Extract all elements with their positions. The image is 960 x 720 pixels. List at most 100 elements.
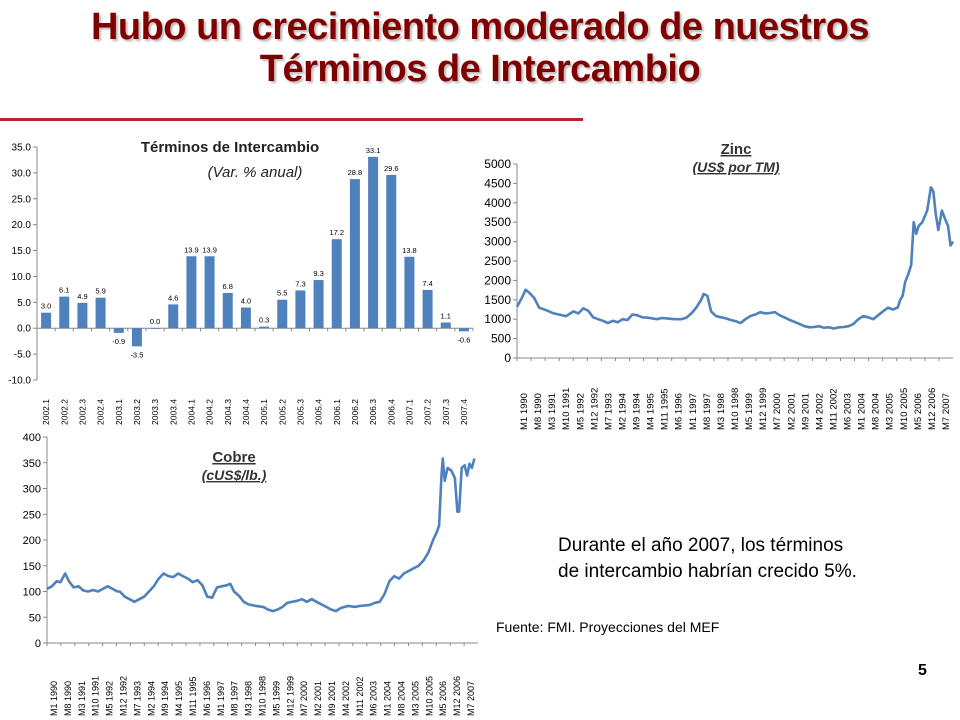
note-line1: Durante el año 2007, los términos [558,535,844,556]
y-tick-label: 4500 [484,176,511,190]
x-tick-label: M11 2002 [355,677,365,716]
x-tick-label: 2002.1 [41,399,51,425]
y-tick-label: 500 [491,332,511,346]
x-tick-label: M12 1999 [285,676,295,716]
chart-terminos-intercambio: Términos de Intercambio (Var. % anual) -10… [8,139,474,425]
x-tick-label: M1 2004 [383,681,393,716]
x-tick-label: 2004.3 [223,399,233,425]
x-tick-label: M5 2006 [438,681,448,716]
chart-subtitle: (cUS$/lb.) [202,467,267,483]
y-tick-label: 3000 [484,235,511,249]
x-tick-label: 2004.1 [186,399,196,425]
y-tick-label: -5.0 [14,350,32,361]
x-tick-label: M5 1999 [271,681,281,716]
x-tick-label: 2003.1 [114,399,124,425]
x-tick-label: M12 2006 [927,388,938,430]
x-tick-label: M4 1995 [174,681,184,716]
bar [422,289,433,329]
x-tick-label: M4 2002 [814,393,825,430]
x-tick-label: M1 1990 [519,393,530,430]
x-tick-label: M5 1992 [575,393,586,430]
series-line [515,186,955,330]
y-tick-label: 1000 [484,312,511,326]
y-tick-label: 0 [504,351,511,365]
y-tick-label: -10.0 [8,376,31,387]
chart-title: Cobre [212,449,255,466]
x-tick-label: M7 1993 [132,681,142,716]
x-tick-label: 2005.4 [314,399,324,425]
x-tick-label: M6 1996 [202,681,212,716]
note-line2: de intercambio habrían crecido 5%. [558,561,857,582]
x-tick-label: M5 1992 [105,681,115,716]
bar [240,307,251,329]
bar [204,256,215,329]
bar-value-label: 0.0 [150,317,160,326]
bar-value-label: 4.9 [77,292,87,301]
x-tick-label: 2003.4 [168,399,178,425]
x-tick-label: 2007.4 [459,399,469,425]
bar-value-label: 9.3 [313,269,323,278]
x-tick-label: 2004.4 [241,399,251,425]
x-tick-label: M9 1994 [632,393,643,430]
bar [368,156,379,329]
x-tick-label: 2005.1 [259,399,269,425]
series-line [46,457,476,613]
x-tick-label: M12 1992 [118,676,128,716]
y-tick-label: 2000 [484,273,511,287]
x-tick-label: M3 2005 [410,681,420,716]
y-tick-label: 150 [23,561,41,573]
bar [404,256,415,329]
bar-value-label: 4.6 [168,293,178,302]
chart-title: Términos de Intercambio [141,139,319,156]
bar-value-label: 1.1 [441,312,451,321]
bar [295,290,306,329]
x-tick-label: M10 1998 [730,388,741,430]
bar-value-label: 6.8 [223,282,233,291]
x-tick-label: M8 1990 [533,393,544,430]
x-tick-label: M8 1997 [230,681,240,716]
bar-value-label: 4.0 [241,297,251,306]
x-tick-label: M3 1998 [716,393,727,430]
x-tick-label: M9 2001 [327,681,337,716]
bar-value-label: 5.9 [95,287,105,296]
chart-title: Zinc [721,141,752,158]
x-tick-label: M8 1990 [63,681,73,716]
y-tick-label: 0.0 [17,324,31,335]
x-tick-label: 2003.2 [132,399,142,425]
bar [222,293,233,329]
y-tick-label: 0 [35,638,41,650]
x-tick-label: M2 1994 [146,681,156,716]
bar [59,296,70,329]
x-tick-label: M11 1995 [660,388,671,430]
bar-value-label: 6.1 [59,286,69,295]
x-tick-label: M9 1994 [160,681,170,716]
y-tick-label: 3500 [484,215,511,229]
x-tick-label: M5 1999 [744,393,755,430]
x-tick-label: M3 1991 [547,393,558,430]
x-tick-label: M3 2005 [885,393,896,430]
y-tick-label: 350 [23,458,41,470]
x-tick-label: M6 1996 [674,393,685,430]
y-tick-label: 400 [23,432,41,444]
y-tick-label: 1500 [484,293,511,307]
y-tick-label: 10.0 [12,272,32,283]
bar-value-label: -0.6 [457,335,470,344]
bar [168,304,179,329]
x-tick-label: M10 2005 [899,388,910,430]
x-tick-label: 2004.2 [205,399,215,425]
bar [131,328,142,347]
x-tick-label: 2007.1 [404,399,414,425]
x-tick-label: M7 1993 [603,393,614,430]
x-tick-label: M5 2006 [913,393,924,430]
bar [277,299,288,329]
y-tick-label: 200 [23,535,41,547]
x-tick-label: M3 1998 [244,681,254,716]
x-tick-label: 2003.3 [150,399,160,425]
bar [386,174,397,329]
bar-value-label: 7.3 [295,279,305,288]
x-tick-label: M10 1998 [258,676,268,716]
y-tick-label: 2500 [484,254,511,268]
bar [95,297,106,329]
x-tick-label: M8 1997 [702,393,713,430]
bar [113,328,124,333]
